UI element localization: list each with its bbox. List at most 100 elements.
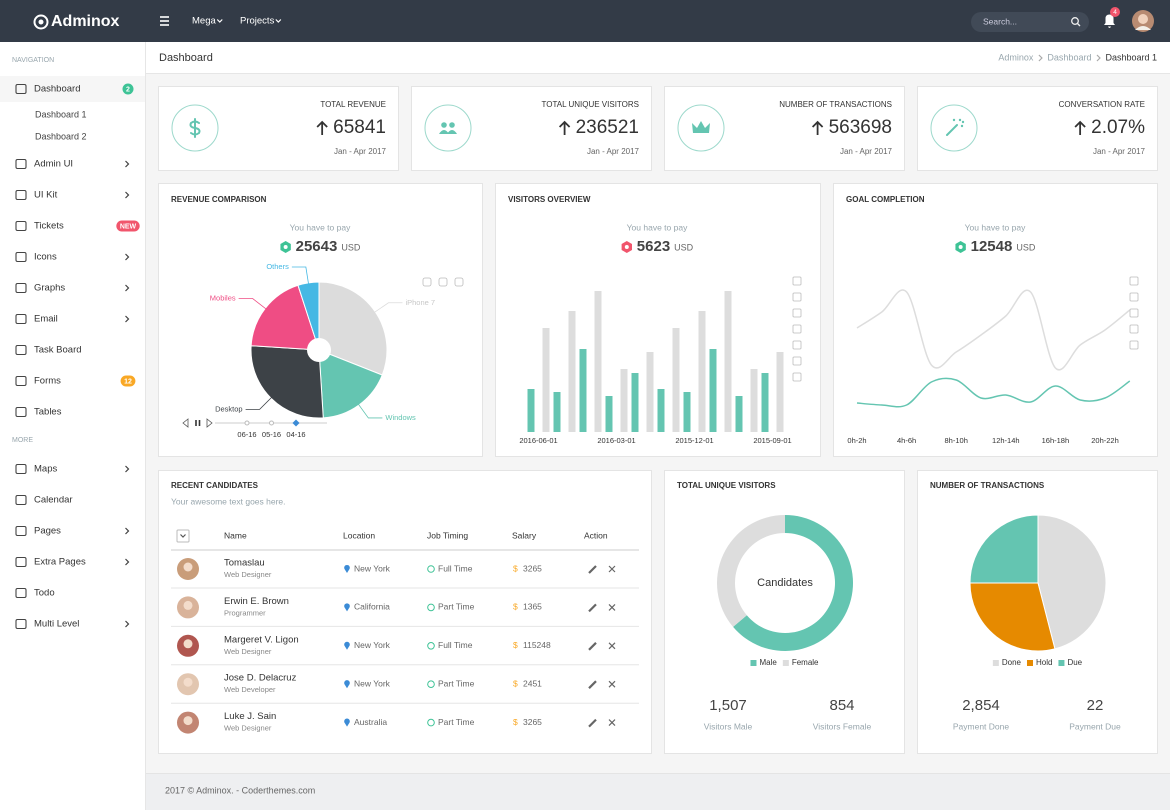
currency-sign: $	[513, 602, 518, 612]
timeline-control[interactable]	[195, 420, 201, 426]
menu-item[interactable]: Graphs	[34, 283, 65, 294]
x-tick-label: 8h-10h	[945, 436, 968, 445]
breadcrumb-item[interactable]: Dashboard	[1047, 52, 1091, 62]
menu-icon	[15, 158, 27, 170]
delete-icon[interactable]	[608, 719, 616, 727]
legend-swatch	[1026, 660, 1033, 666]
delete-icon[interactable]	[608, 680, 616, 688]
toolbox-icon	[792, 292, 802, 302]
panel-title: VISITORS OVERVIEW	[508, 195, 591, 204]
delete-icon[interactable]	[608, 642, 616, 650]
menu-item[interactable]: Dashboard	[34, 84, 80, 95]
stat-title: TOTAL UNIQUE VISITORS	[542, 100, 640, 109]
edit-icon[interactable]	[588, 680, 597, 689]
toolbox-icon	[792, 308, 802, 318]
edit-icon[interactable]	[588, 718, 597, 728]
menu-item[interactable]: Calendar	[34, 495, 73, 506]
clock-icon	[427, 565, 435, 573]
summary-value: 2,854	[962, 697, 1000, 714]
menu-item[interactable]: Email	[34, 314, 58, 325]
candidate-name[interactable]: Margeret V. Ligon	[224, 634, 299, 645]
menu-icon	[15, 494, 27, 506]
candidate-name[interactable]: Erwin E. Brown	[224, 596, 289, 607]
breadcrumb-item[interactable]: Adminox	[998, 52, 1034, 62]
pay-label: You have to pay	[290, 222, 351, 232]
currency-sign: $	[513, 640, 518, 650]
menu-item[interactable]: Extra Pages	[34, 557, 86, 568]
menu-item[interactable]: Admin UI	[34, 159, 73, 170]
submenu-item[interactable]: Dashboard 1	[35, 109, 87, 119]
stat-icon	[447, 130, 457, 134]
candidate-salary: 2451	[523, 678, 542, 688]
menu-item[interactable]: Pages	[34, 526, 61, 537]
menu-badge-bg	[122, 83, 134, 95]
pay-amount: 5623	[637, 238, 670, 255]
leader-line	[291, 266, 310, 287]
menu-item[interactable]: Maps	[34, 464, 57, 475]
edit-icon[interactable]	[588, 603, 597, 613]
menu-icon	[15, 189, 27, 201]
timeline-point[interactable]	[244, 420, 250, 426]
edit-icon[interactable]	[588, 565, 597, 574]
x-tick-label: 2016-06-01	[519, 436, 557, 445]
bar	[605, 396, 613, 432]
toolbox-icon	[422, 277, 432, 287]
pie-label: Mobiles	[210, 294, 236, 303]
candidate-timing: Part Time	[438, 602, 475, 612]
bell-icon[interactable]	[1104, 14, 1115, 29]
timeline-point[interactable]	[292, 419, 300, 427]
delete-icon[interactable]	[608, 603, 616, 611]
edit-icon[interactable]	[588, 642, 597, 651]
legend-label: Due	[1067, 658, 1082, 667]
bar	[657, 389, 665, 432]
stat-title: TOTAL REVENUE	[320, 100, 386, 109]
candidate-name[interactable]: Tomaslau	[224, 558, 265, 569]
location-icon	[344, 718, 350, 727]
pay-label: You have to pay	[627, 222, 688, 232]
bar	[527, 389, 535, 432]
menu-item[interactable]: Todo	[34, 588, 55, 599]
candidate-name[interactable]: Jose D. Delacruz	[224, 673, 297, 684]
timeline-point[interactable]	[269, 420, 274, 426]
menu-item[interactable]: Tables	[34, 407, 62, 418]
candidate-name[interactable]: Luke J. Sain	[224, 711, 276, 722]
menu-toggle	[160, 20, 169, 22]
bar	[709, 349, 717, 432]
x-tick-label: 20h-22h	[1091, 436, 1119, 445]
page-title: Dashboard	[159, 52, 213, 64]
line-series	[856, 377, 1131, 408]
candidate-timing: Full Time	[438, 640, 473, 650]
candidate-salary: 115248	[523, 640, 551, 650]
menu-item[interactable]: Multi Level	[34, 619, 79, 630]
pay-amount: 25643	[296, 238, 338, 255]
submenu-item[interactable]: Dashboard 2	[35, 131, 87, 141]
timeline-control[interactable]	[206, 418, 213, 428]
menu-item[interactable]: UI Kit	[34, 190, 58, 201]
menu-icon	[15, 220, 27, 232]
delete-icon[interactable]	[608, 565, 616, 573]
toolbox-icon	[438, 277, 448, 287]
menu-item[interactable]: Icons	[34, 252, 57, 263]
search-box[interactable]	[971, 12, 1089, 32]
top-menu-item[interactable]: Projects	[240, 16, 275, 27]
stat-icon	[961, 120, 965, 124]
menu-item[interactable]: Tickets	[34, 221, 64, 232]
select-all[interactable]	[176, 529, 190, 543]
chevron	[125, 558, 130, 566]
stat-icon	[439, 130, 449, 134]
search-icon	[1077, 23, 1081, 27]
summary-value: 854	[829, 697, 854, 714]
top-menu-item[interactable]: Mega	[192, 16, 216, 27]
menu-item[interactable]: Forms	[34, 376, 61, 387]
timeline-control[interactable]	[182, 418, 189, 428]
candidate-timing: Part Time	[438, 678, 475, 688]
footer-text: 2017 © Adminox. - Coderthemes.com	[165, 785, 315, 795]
location-icon	[344, 680, 350, 689]
amount-icon	[958, 245, 963, 249]
menu-item[interactable]: Task Board	[34, 345, 82, 356]
menu-icon	[15, 618, 27, 630]
summary-label: Visitors Male	[704, 721, 753, 731]
stat-value: 65841	[333, 117, 386, 138]
toolbox-icon	[792, 324, 802, 334]
